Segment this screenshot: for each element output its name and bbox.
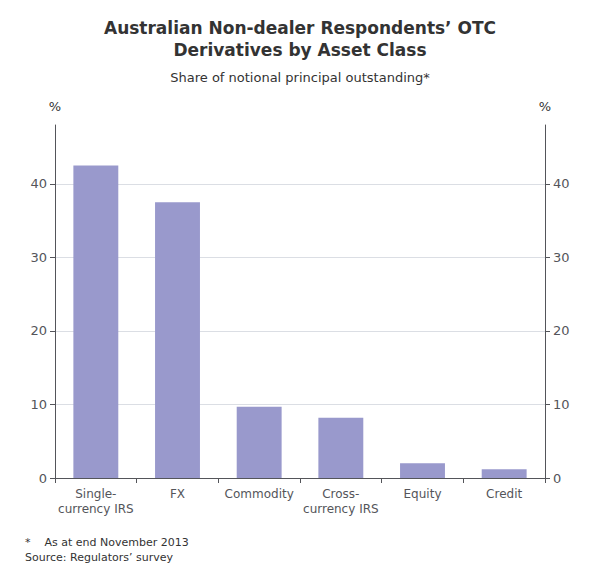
svg-text:Source: Regulators’ survey: Source: Regulators’ survey	[25, 551, 173, 564]
svg-text:FX: FX	[170, 487, 185, 501]
svg-text:40: 40	[30, 176, 47, 191]
svg-text:30: 30	[553, 250, 570, 265]
svg-text:10: 10	[553, 397, 570, 412]
svg-text:%: %	[49, 99, 61, 114]
svg-text:Derivatives by Asset Class: Derivatives by Asset Class	[173, 40, 426, 60]
svg-text:0: 0	[553, 471, 561, 486]
svg-text:%: %	[539, 99, 551, 114]
svg-text:10: 10	[30, 397, 47, 412]
svg-text:currency IRS: currency IRS	[303, 502, 379, 516]
svg-text:0: 0	[39, 471, 47, 486]
svg-text:Australian Non-dealer Responde: Australian Non-dealer Respondents’ OTC	[104, 18, 496, 38]
svg-text:Single-: Single-	[75, 487, 116, 501]
svg-text:Equity: Equity	[404, 487, 442, 501]
svg-text:30: 30	[30, 250, 47, 265]
svg-text:Cross-: Cross-	[322, 487, 359, 501]
svg-text:Share of notional principal ou: Share of notional principal outstanding*	[170, 70, 430, 85]
svg-text:40: 40	[553, 176, 570, 191]
svg-text:20: 20	[553, 323, 570, 338]
svg-text:Commodity: Commodity	[225, 487, 294, 501]
svg-text:20: 20	[30, 323, 47, 338]
svg-text:currency IRS: currency IRS	[58, 502, 134, 516]
svg-text:* As at end November 2013: * As at end November 2013	[25, 536, 189, 549]
svg-text:Credit: Credit	[486, 487, 522, 501]
